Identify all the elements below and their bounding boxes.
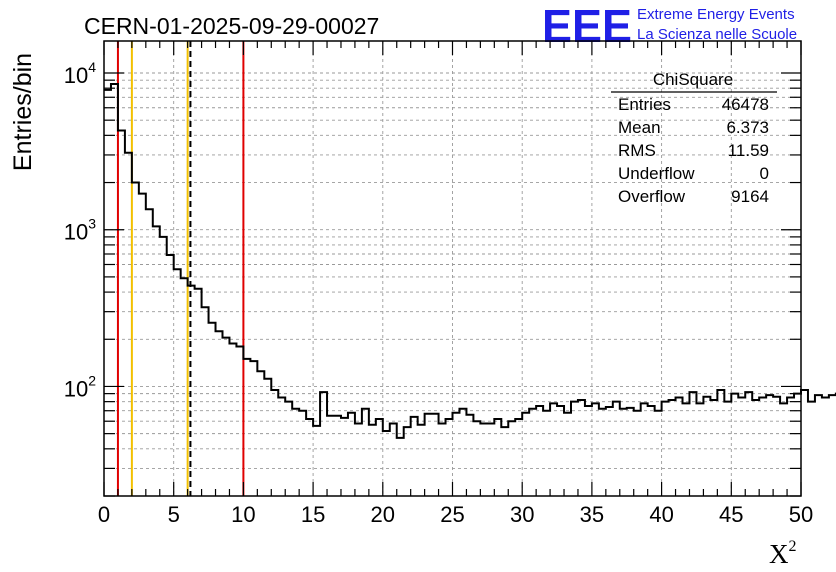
y-tick-label: 104 (64, 59, 96, 88)
x-tick-label: 40 (649, 502, 673, 527)
stats-row-value: 11.59 (728, 141, 769, 160)
histogram-line (104, 83, 836, 439)
y-axis-label: Entries/bin (9, 53, 37, 171)
stats-row-label: RMS (618, 141, 656, 160)
x-axis-label: X2 (769, 538, 797, 569)
stats-rows: Entries 46478 Mean 6.373 RMS 11.59 Underflow 0 O… (618, 95, 769, 206)
stats-title: ChiSquare (653, 70, 733, 89)
x-tick-label: 10 (231, 502, 255, 527)
x-tick-label: 50 (789, 502, 813, 527)
x-tick-label: 45 (719, 502, 743, 527)
run-title: CERN-01-2025-09-29-00027 (84, 13, 379, 39)
x-tick-label: 20 (371, 502, 395, 527)
stats-row-label: Underflow (618, 164, 695, 183)
stats-row-label: Overflow (618, 187, 686, 206)
y-tick-labels: 102 103 104 (64, 59, 96, 401)
x-tick-labels: 0 5 10 15 20 25 30 35 40 45 50 (98, 502, 813, 527)
x-tick-label: 5 (168, 502, 180, 527)
y-tick-label: 103 (64, 216, 96, 245)
y-tick-label: 102 (64, 372, 96, 401)
eee-logo-mark: EEE (542, 0, 632, 52)
x-tick-label: 15 (301, 502, 325, 527)
x-tick-label: 30 (510, 502, 534, 527)
axis-ticks (103, 41, 802, 497)
logo-line-2: La Scienza nelle Scuole (637, 26, 797, 43)
logo-line-1: Extreme Energy Events (637, 6, 795, 23)
stats-row-label: Mean (618, 118, 661, 137)
x-tick-label: 35 (580, 502, 604, 527)
stats-box: ChiSquare Entries 46478 Mean 6.373 RMS 11.59 U… (611, 70, 777, 206)
stats-row-value: 46478 (722, 95, 769, 114)
x-tick-label: 25 (440, 502, 464, 527)
x-tick-label: 0 (98, 502, 110, 527)
stats-row-value: 9164 (731, 187, 769, 206)
stats-row-value: 6.373 (726, 118, 769, 137)
marker-lines (116, 41, 245, 496)
stats-row-value: 0 (760, 164, 769, 183)
stats-row-label: Entries (618, 95, 671, 114)
